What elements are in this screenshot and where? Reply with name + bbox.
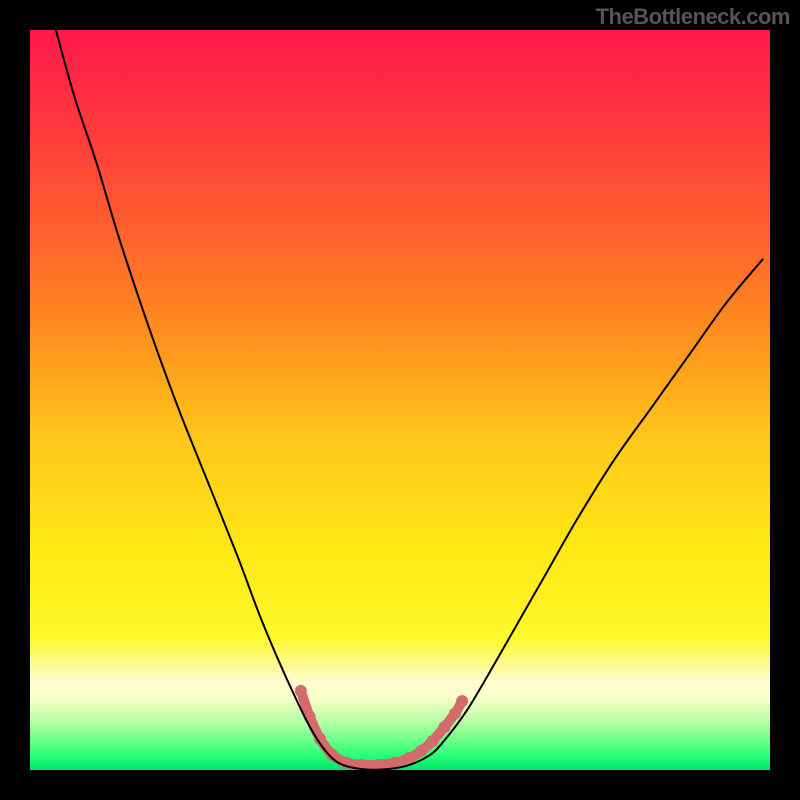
gradient-background <box>30 30 770 770</box>
valley-marker-dot <box>456 695 468 707</box>
chart-frame: TheBottleneck.com <box>0 0 800 800</box>
valley-marker-dot <box>295 685 307 697</box>
valley-marker-dot <box>449 708 461 720</box>
valley-marker-dot <box>415 745 427 757</box>
watermark-text: TheBottleneck.com <box>596 4 790 30</box>
valley-marker-dot <box>427 735 439 747</box>
valley-marker-dot <box>403 752 415 764</box>
chart-plot-area <box>30 30 770 770</box>
chart-svg <box>30 30 770 770</box>
valley-marker-dot <box>438 721 450 733</box>
